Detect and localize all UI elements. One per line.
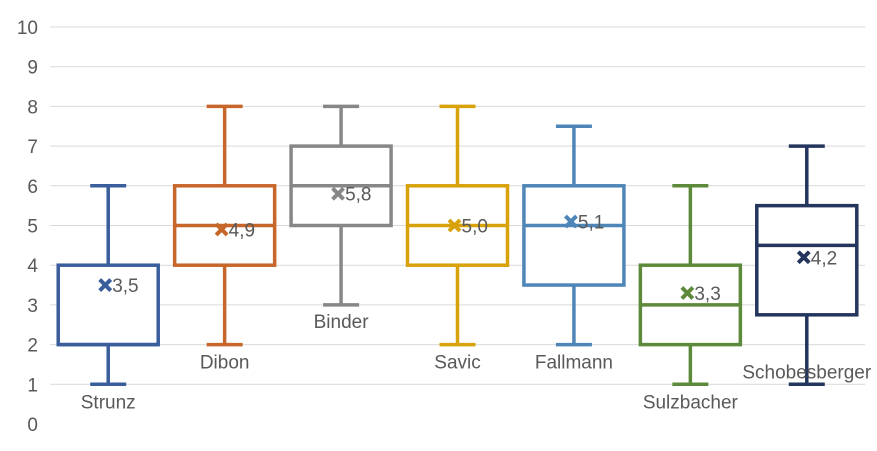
category-label: Schobesberger [742, 362, 872, 383]
mean-label: 4,2 [811, 248, 837, 269]
y-tick-label: 3 [27, 296, 38, 317]
box-dibon: 4,9 Dibon [172, 104, 277, 374]
box-rect [522, 184, 626, 287]
mean-marker [564, 214, 578, 229]
category-label: Dibon [200, 353, 250, 374]
mean-label: 3,5 [112, 276, 138, 297]
category-label: Binder [314, 312, 370, 333]
mean-marker [447, 218, 462, 233]
y-tick-label: 8 [27, 97, 38, 118]
category-label: Fallmann [535, 353, 613, 374]
y-tick-label: 0 [27, 415, 38, 436]
category-label: Strunz [81, 392, 136, 413]
mean-marker [98, 278, 113, 292]
mean-marker [796, 250, 811, 265]
y-tick-label: 4 [27, 256, 38, 277]
y-axis: 0 1 2 3 4 5 6 7 8 9 10 [17, 18, 39, 436]
y-tick-label: 5 [27, 217, 38, 238]
boxes: 3,5 Strunz 4,9 Dibon 5,8 Binder 5,0 Savic 5,1 Fal… [56, 104, 872, 413]
box-fallmann: 5,1 Fallmann [522, 124, 626, 374]
mean-label: 3,3 [694, 284, 720, 305]
mean-marker [680, 286, 695, 300]
box-savic: 5,0 Savic [405, 104, 510, 374]
y-tick-label: 6 [27, 177, 38, 198]
mean-label: 5,1 [578, 213, 604, 234]
y-tick-label: 1 [27, 375, 38, 396]
box-schobesberger: 4,2 Schobesberger [742, 144, 872, 387]
box-sulzbacher: 3,3 Sulzbacher [638, 184, 743, 413]
category-label: Sulzbacher [643, 392, 739, 413]
y-tick-label: 9 [27, 58, 38, 79]
y-tick-label: 7 [27, 137, 38, 158]
mean-marker [214, 222, 229, 237]
box-rect [56, 263, 160, 347]
box-binder: 5,8 Binder [289, 104, 393, 333]
mean-label: 5,0 [462, 217, 488, 238]
y-tick-label: 10 [17, 18, 38, 39]
y-tick-label: 2 [27, 336, 38, 357]
box-strunz: 3,5 Strunz [56, 184, 160, 413]
category-label: Savic [434, 353, 480, 374]
mean-label: 5,8 [345, 185, 371, 206]
mean-label: 4,9 [229, 220, 255, 241]
mean-marker [331, 186, 345, 201]
